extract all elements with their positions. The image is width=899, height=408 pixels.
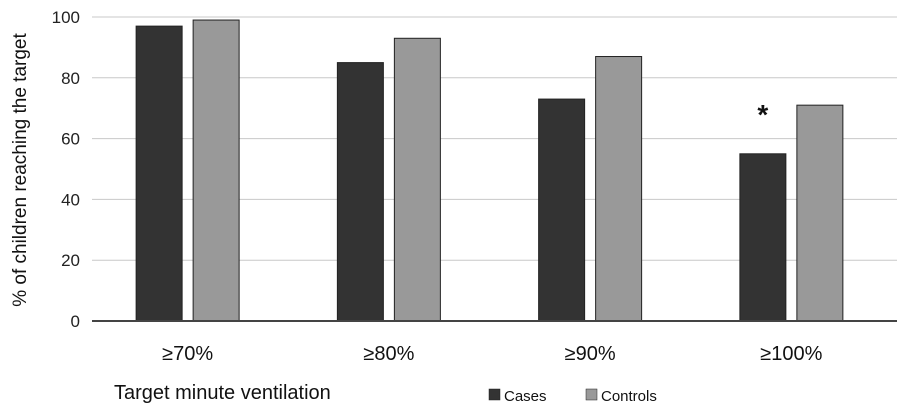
bars <box>135 19 844 322</box>
bar-controls-0 <box>192 19 240 322</box>
x-tick-label: ≥70% <box>162 343 213 365</box>
bar-controls-2 <box>595 56 643 322</box>
bar-controls-3 <box>796 104 844 322</box>
bar-cases-2 <box>538 98 586 322</box>
y-tick-label: 60 <box>61 130 80 149</box>
annotations: * <box>757 99 768 130</box>
x-tick-labels: ≥70% ≥80% ≥90% ≥100% <box>162 343 823 365</box>
y-tick-label: 20 <box>61 251 80 270</box>
bar-cases-3 <box>739 153 787 322</box>
y-tick-labels: 0 20 40 60 80 100 <box>52 8 80 331</box>
significance-marker: * <box>757 99 768 130</box>
bar-cases-1 <box>336 62 384 322</box>
legend-label-cases: Cases <box>504 388 547 405</box>
x-tick-label: ≥80% <box>363 343 414 365</box>
y-tick-label: 40 <box>61 190 80 209</box>
y-tick-label: 0 <box>71 312 80 331</box>
bar-controls-1 <box>393 37 441 322</box>
y-axis-label: % of children reaching the target <box>10 33 31 307</box>
x-tick-label: ≥100% <box>760 343 822 365</box>
bar-cases-0 <box>135 25 183 322</box>
legend-swatch-controls <box>585 388 598 401</box>
y-tick-label: 80 <box>61 69 80 88</box>
x-axis-label: Target minute ventilation <box>114 382 331 404</box>
x-tick-label: ≥90% <box>565 343 616 365</box>
legend-label-controls: Controls <box>601 388 657 405</box>
y-tick-label: 100 <box>52 8 80 27</box>
legend: Cases Controls <box>488 388 657 405</box>
legend-swatch-cases <box>488 388 501 401</box>
